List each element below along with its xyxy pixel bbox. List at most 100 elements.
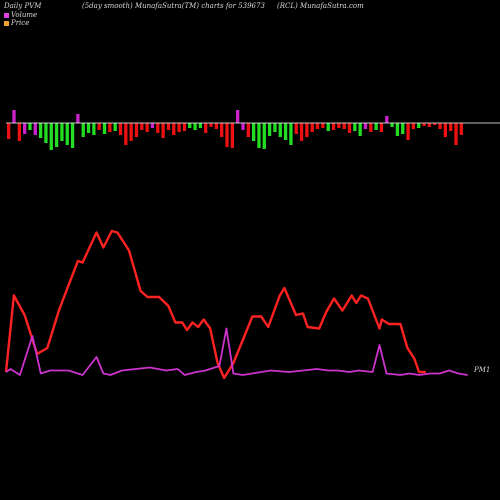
volume-bar xyxy=(278,123,282,137)
volume-bar xyxy=(379,123,384,132)
volume-bar xyxy=(449,123,453,131)
volume-bar xyxy=(422,123,426,126)
volume-bar xyxy=(236,110,240,123)
volume-bar xyxy=(129,123,133,141)
volume-bar xyxy=(262,123,266,149)
volume-bar xyxy=(326,123,330,131)
legend-volume-swatch xyxy=(4,12,9,18)
volume-bar xyxy=(310,123,314,132)
price-line xyxy=(4,229,426,380)
volume-bar xyxy=(204,123,208,133)
legend-volume: Volume xyxy=(4,11,37,19)
volume-bar xyxy=(60,123,64,141)
volume-bar xyxy=(118,123,123,135)
volume-bar xyxy=(161,123,165,138)
chart-title-right: (RCL) MunafaSutra.com xyxy=(277,2,364,10)
volume-bar xyxy=(54,123,59,147)
legend-price-label: Price xyxy=(11,19,30,27)
volume-bar xyxy=(134,123,139,137)
volume-bar xyxy=(113,123,117,131)
volume-bar xyxy=(214,123,219,129)
volume-bar xyxy=(406,123,410,140)
volume-bar xyxy=(188,123,192,128)
volume-bar xyxy=(7,123,11,139)
volume-bar xyxy=(12,110,16,123)
volume-bar xyxy=(76,114,80,123)
volume-bar xyxy=(145,123,149,132)
end-label: PM1 xyxy=(474,366,491,374)
volume-bar xyxy=(230,123,234,148)
volume-line xyxy=(5,327,468,376)
volume-bar xyxy=(150,123,155,128)
volume-bar xyxy=(337,123,341,128)
volume-bar xyxy=(283,123,288,140)
volume-bar xyxy=(156,123,160,133)
volume-bar xyxy=(395,123,400,136)
volume-bar xyxy=(182,123,187,131)
volume-bar xyxy=(294,123,298,134)
volume-bar xyxy=(17,123,21,141)
volume-bar xyxy=(438,123,442,129)
volume-bar xyxy=(246,123,250,137)
volume-bar xyxy=(411,123,416,129)
volume-bar xyxy=(140,123,144,130)
volume-bar xyxy=(92,123,96,135)
volume-bar xyxy=(385,116,389,123)
volume-bar xyxy=(459,123,463,135)
legend-volume-label: Volume xyxy=(11,11,38,19)
volume-bar xyxy=(267,123,272,136)
volume-bar xyxy=(401,123,405,134)
volume-bar xyxy=(49,123,53,150)
volume-bar xyxy=(193,123,197,130)
volume-bar xyxy=(289,123,293,145)
volume-bar xyxy=(353,123,357,131)
volume-bar xyxy=(374,123,378,130)
volume-bar xyxy=(108,123,112,132)
legend-price-swatch xyxy=(4,20,9,26)
volume-bar xyxy=(86,123,91,133)
volume-bar xyxy=(38,123,43,138)
volume-bar xyxy=(363,123,368,129)
volume-bar xyxy=(321,123,325,128)
volume-bar xyxy=(315,123,320,129)
volume-bar xyxy=(347,123,352,133)
volume-bar xyxy=(433,123,437,125)
chart-title-left: Daily PVM xyxy=(4,2,42,10)
volume-bar xyxy=(65,123,69,145)
volume-bar xyxy=(166,123,171,130)
volume-bar xyxy=(342,123,346,129)
volume-bar xyxy=(124,123,128,145)
volume-bar xyxy=(390,123,394,127)
volume-bar xyxy=(257,123,261,148)
volume-bar xyxy=(28,123,32,130)
volume-bar xyxy=(220,123,224,137)
volume-bar xyxy=(417,123,421,128)
volume-bar xyxy=(22,123,27,134)
volume-bar xyxy=(81,123,85,137)
volume-bar xyxy=(44,123,48,143)
volume-bar xyxy=(251,123,256,141)
volume-bar xyxy=(299,123,304,141)
volume-bar xyxy=(33,123,37,135)
volume-bar xyxy=(172,123,176,135)
volume-bar xyxy=(305,123,309,137)
volume-bar xyxy=(102,123,107,134)
volume-bar xyxy=(369,123,373,132)
volume-bar xyxy=(443,123,448,137)
volume-bar xyxy=(358,123,362,136)
volume-bar xyxy=(70,123,75,148)
volume-bar xyxy=(97,123,101,130)
volume-bar xyxy=(454,123,458,145)
volume-bar xyxy=(177,123,181,132)
volume-bar xyxy=(427,123,432,127)
volume-bar xyxy=(198,123,203,128)
volume-bar xyxy=(241,123,245,130)
volume-bar xyxy=(331,123,336,130)
legend-price: Price xyxy=(4,19,29,27)
chart-title-center: (5day smooth) MunafaSutra(TM) charts for… xyxy=(82,2,265,10)
volume-bar xyxy=(209,123,213,127)
volume-bar xyxy=(225,123,229,147)
volume-bar xyxy=(273,123,277,132)
